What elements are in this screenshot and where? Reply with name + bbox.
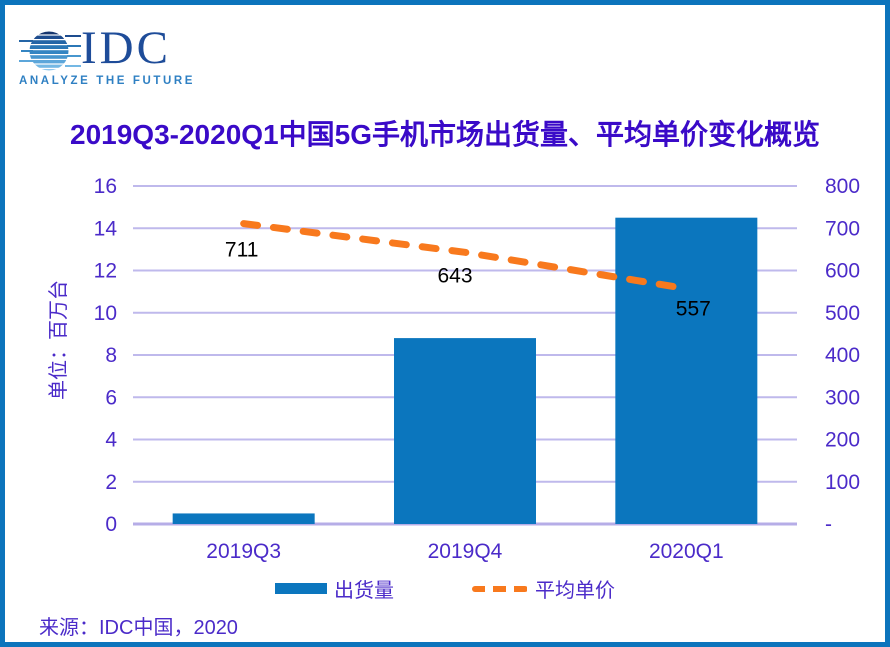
left-axis-tick: 0: [105, 513, 117, 536]
left-axis-tick: 4: [105, 429, 117, 452]
globe-icon: [19, 31, 81, 71]
x-axis-label-2020Q1: 2020Q1: [649, 540, 724, 563]
right-axis-tick: 200: [825, 429, 860, 452]
left-axis-tick: 12: [94, 260, 117, 283]
right-axis-tick: 100: [825, 471, 860, 494]
avg-price-data-label: 557: [676, 298, 711, 321]
left-axis-tick: 14: [94, 217, 118, 240]
globe-speed-lines: [19, 35, 81, 67]
dashed-line-series-swatch: [472, 585, 528, 592]
right-axis-tick: -: [825, 513, 832, 536]
idc-logo: IDC ANALYZE THE FUTURE: [17, 22, 227, 97]
chart-title: 2019Q3-2020Q1中国5G手机市场出货量、平均单价变化概览: [70, 119, 820, 150]
source-note: 来源：IDC中国，2020: [39, 617, 238, 639]
left-axis-tick: 2: [105, 471, 117, 494]
chart-plot-area: 0 - 2 100 4 200 6 300 8 400 10 500 12 600 14 700 16 800 单位…: [47, 175, 860, 563]
right-axis-tick: 400: [825, 344, 860, 367]
shipments-bar-2019Q3: [172, 513, 315, 524]
left-axis-tick: 16: [94, 175, 117, 198]
legend-item-avg-price: 平均单价: [472, 574, 615, 603]
x-axis-label-2019Q4: 2019Q4: [428, 540, 503, 563]
left-axis-tick: 8: [105, 344, 117, 367]
right-axis-tick: 500: [825, 302, 860, 325]
right-axis-tick: 600: [825, 260, 860, 283]
chart-legend: 出货量 平均单价: [5, 574, 885, 603]
legend-item-shipments: 出货量: [275, 574, 394, 603]
shipments-bar-2020Q1: [615, 217, 758, 524]
logo-tagline: ANALYZE THE FUTURE: [19, 75, 196, 87]
avg-price-dashed-line: [240, 220, 690, 293]
right-axis-tick: 800: [825, 175, 860, 198]
left-axis-tick: 6: [105, 386, 117, 409]
left-axis-tick: 10: [94, 302, 117, 325]
legend-label-shipments: 出货量: [334, 580, 394, 602]
right-axis-tick: 300: [825, 386, 860, 409]
avg-price-data-label: 711: [225, 239, 258, 262]
bar-series-swatch: [275, 583, 327, 594]
right-axis-tick: 700: [825, 217, 860, 240]
shipments-bar-2019Q4: [394, 338, 536, 524]
avg-price-data-label: 643: [437, 264, 472, 287]
logo-wordmark: IDC: [81, 22, 171, 74]
x-axis-label-2019Q3: 2019Q3: [206, 540, 281, 563]
left-axis-title: 单位：百万台: [47, 280, 70, 400]
legend-label-avg-price: 平均单价: [535, 580, 615, 602]
